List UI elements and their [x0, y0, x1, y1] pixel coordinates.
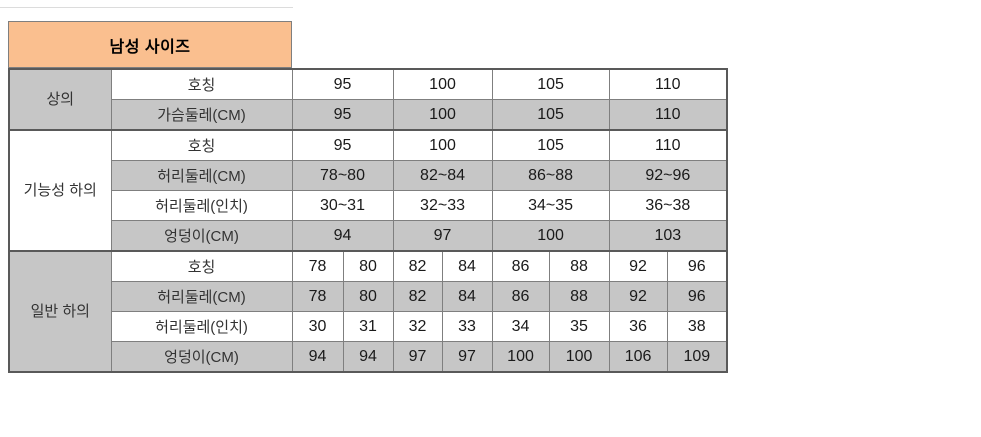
- value-cell: 84: [441, 281, 493, 312]
- value-cell: 92: [608, 281, 668, 312]
- value-cell: 86~88: [491, 160, 610, 191]
- table-row: 일반 하의 호칭 78 80 82 84 86 88 92 96: [8, 250, 728, 373]
- value-cell: 100: [392, 68, 493, 100]
- value-cell: 105: [491, 99, 610, 131]
- value-cell: 35: [548, 311, 610, 342]
- value-cell: 82: [392, 281, 443, 312]
- value-cell: 95: [291, 99, 394, 131]
- value-cell: 30: [291, 311, 344, 342]
- section-header-cell-general-bottom: 일반 하의: [8, 250, 112, 373]
- value-cell: 86: [491, 281, 550, 312]
- value-cell: 86: [491, 250, 550, 282]
- value-cell: 95: [291, 129, 394, 161]
- row-label-cell: 허리둘레(CM): [110, 160, 293, 191]
- value-cell: 97: [392, 341, 443, 373]
- value-cell: 110: [608, 68, 728, 100]
- table-row: 허리둘레(CM) 78~80 82~84 86~88 92~96: [9, 160, 728, 191]
- value-cell: 109: [666, 341, 728, 373]
- value-cell: 100: [548, 341, 610, 373]
- section-header-cell-top: 상의: [8, 68, 112, 131]
- value-cell: 110: [608, 99, 728, 131]
- row-label-cell: 호칭: [110, 250, 293, 282]
- value-cell: 80: [342, 250, 394, 282]
- value-cell: 92~96: [608, 160, 728, 191]
- value-cell: 103: [608, 220, 728, 252]
- value-cell: 33: [441, 311, 493, 342]
- value-cell: 96: [666, 281, 728, 312]
- table-row: 허리둘레(CM) 78 80 82 84 86 88 92 96: [9, 281, 728, 312]
- value-cell: 82~84: [392, 160, 493, 191]
- value-cell: 100: [491, 341, 550, 373]
- table-row: 허리둘레(인치) 30 31 32 33 34 35 36 38: [9, 311, 728, 342]
- value-cell: 96: [666, 250, 728, 282]
- value-cell: 38: [666, 311, 728, 342]
- value-cell: 94: [342, 341, 394, 373]
- value-cell: 94: [291, 220, 394, 252]
- value-cell: 100: [491, 220, 610, 252]
- value-cell: 105: [491, 129, 610, 161]
- table-row: 가슴둘레(CM) 95 100 105 110: [9, 99, 728, 131]
- value-cell: 88: [548, 281, 610, 312]
- row-label-cell: 엉덩이(CM): [110, 220, 293, 252]
- size-chart-title: 남성 사이즈: [8, 21, 292, 68]
- value-cell: 100: [392, 99, 493, 131]
- value-cell: 31: [342, 311, 394, 342]
- value-cell: 34~35: [491, 190, 610, 221]
- section-header-cell-functional-bottom: 기능성 하의: [8, 129, 112, 252]
- value-cell: 30~31: [291, 190, 394, 221]
- table-row: 기능성 하의 호칭 95 100 105 110: [8, 129, 728, 252]
- value-cell: 97: [392, 220, 493, 252]
- value-cell: 32~33: [392, 190, 493, 221]
- value-cell: 78: [291, 281, 344, 312]
- value-cell: 78: [291, 250, 344, 282]
- value-cell: 97: [441, 341, 493, 373]
- value-cell: 80: [342, 281, 394, 312]
- value-cell: 88: [548, 250, 610, 282]
- row-label-cell: 호칭: [110, 129, 293, 161]
- row-label-cell: 허리둘레(인치): [110, 190, 293, 221]
- value-cell: 36~38: [608, 190, 728, 221]
- row-label-cell: 호칭: [110, 68, 293, 100]
- value-cell: 32: [392, 311, 443, 342]
- value-cell: 82: [392, 250, 443, 282]
- divider-line: [0, 7, 293, 8]
- value-cell: 94: [291, 341, 344, 373]
- mens-size-table: 상의 호칭 95 100 105 110 가슴둘레(CM) 95 100 105…: [8, 68, 729, 373]
- row-label-cell: 허리둘레(CM): [110, 281, 293, 312]
- value-cell: 34: [491, 311, 550, 342]
- table-row: 엉덩이(CM) 94 97 100 103: [9, 220, 728, 252]
- value-cell: 36: [608, 311, 668, 342]
- value-cell: 95: [291, 68, 394, 100]
- value-cell: 78~80: [291, 160, 394, 191]
- row-label-cell: 엉덩이(CM): [110, 341, 293, 373]
- value-cell: 110: [608, 129, 728, 161]
- row-label-cell: 가슴둘레(CM): [110, 99, 293, 131]
- row-label-cell: 허리둘레(인치): [110, 311, 293, 342]
- table-row: 상의 호칭 95 100 105 110: [8, 68, 728, 131]
- table-row: 엉덩이(CM) 94 94 97 97 100 100 106 109: [9, 341, 728, 373]
- value-cell: 106: [608, 341, 668, 373]
- table-row: 허리둘레(인치) 30~31 32~33 34~35 36~38: [9, 190, 728, 221]
- value-cell: 92: [608, 250, 668, 282]
- value-cell: 84: [441, 250, 493, 282]
- value-cell: 100: [392, 129, 493, 161]
- value-cell: 105: [491, 68, 610, 100]
